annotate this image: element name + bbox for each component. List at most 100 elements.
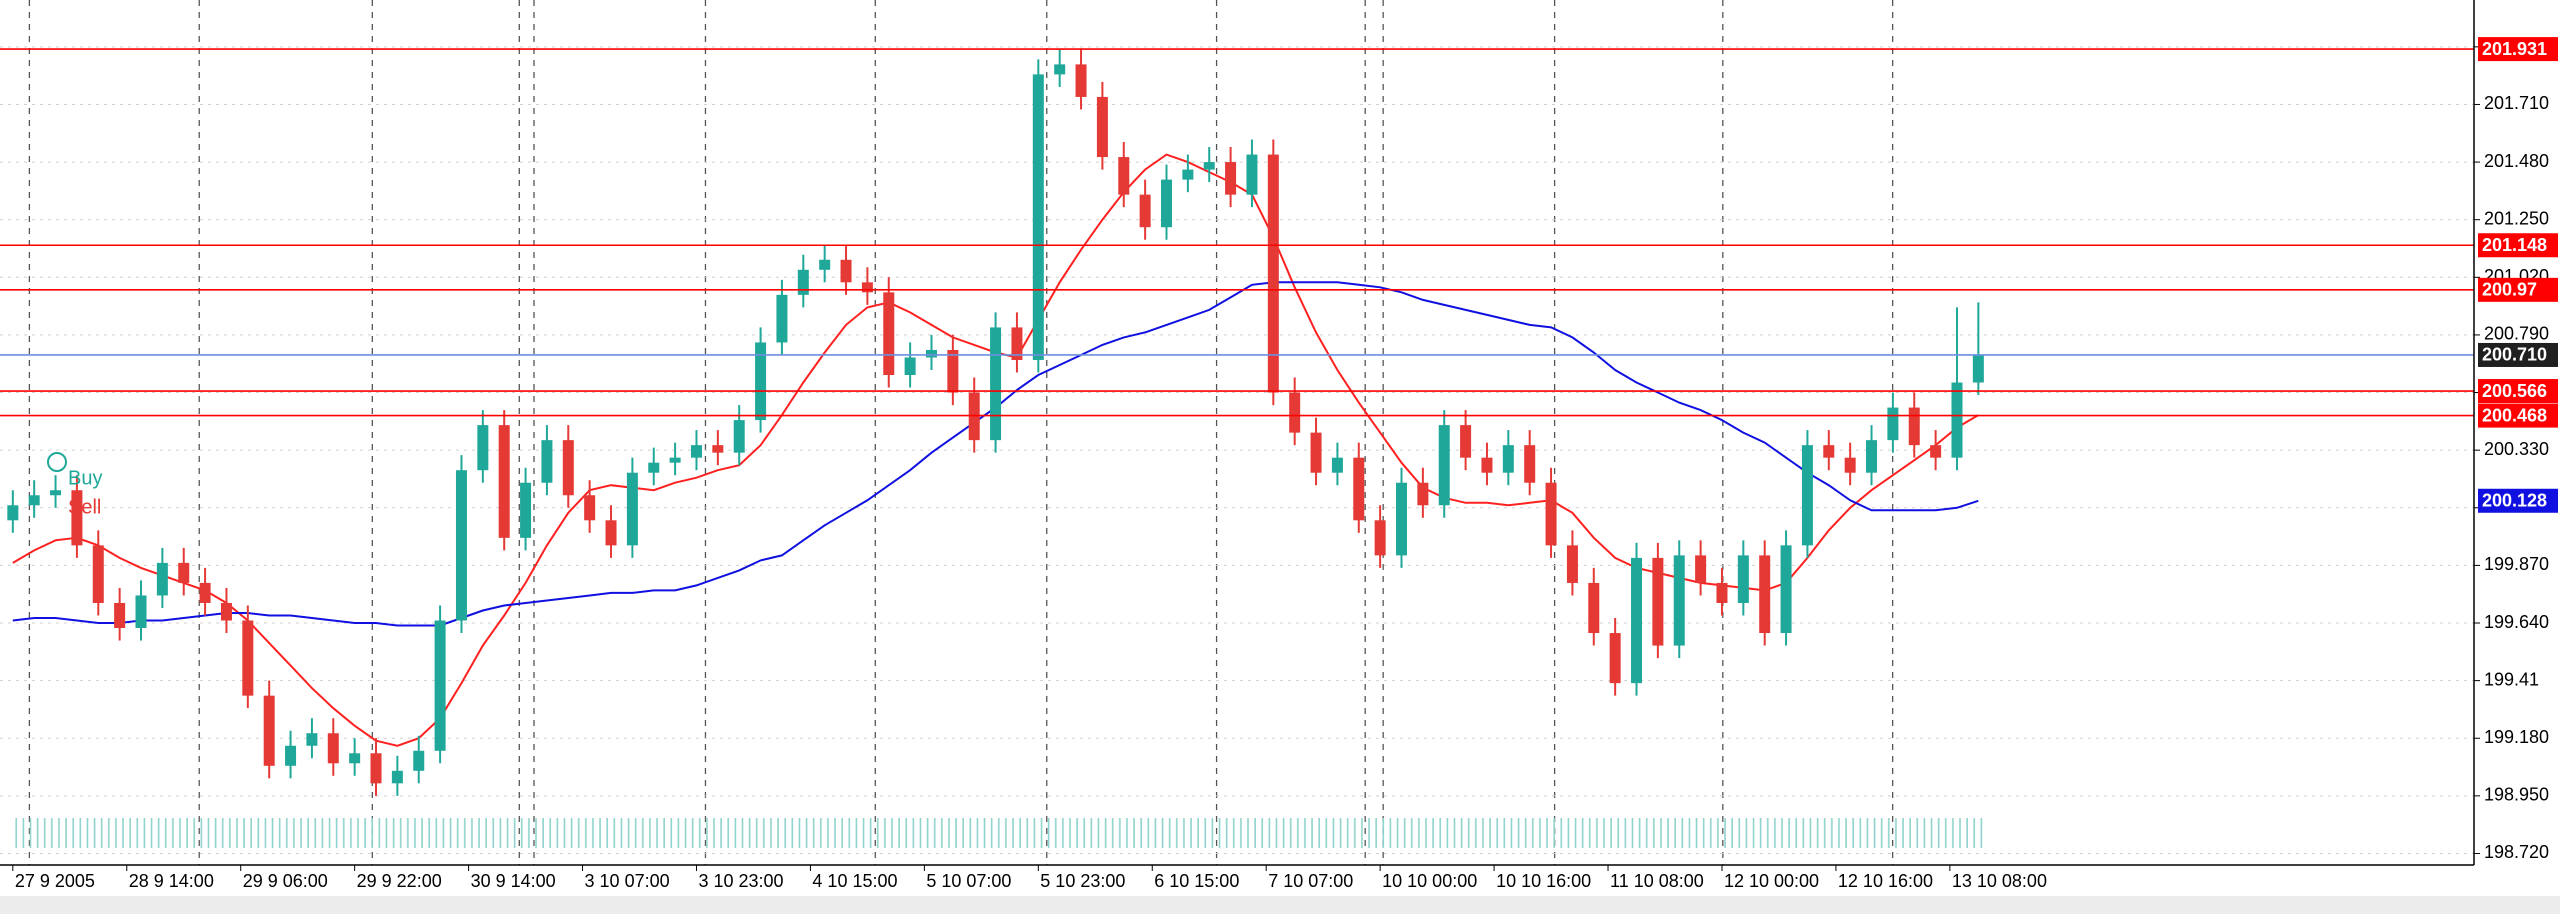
price-tag-label: 200.97 [2482,280,2537,300]
candle-body [498,425,510,538]
candle-body [135,595,147,629]
candle-body [1716,582,1728,603]
x-tick-label: 5 10 07:00 [926,871,1011,891]
candle-body [1481,457,1493,473]
candle-body [1866,440,1878,473]
y-tick-label: 199.180 [2484,727,2549,747]
y-tick-label: 199.870 [2484,554,2549,574]
x-tick-label: 10 10 00:00 [1382,871,1477,891]
candle-body [605,520,617,546]
candle-body [1844,457,1856,473]
candle-body [1246,154,1258,195]
candle-body [1289,392,1301,433]
candle-body [1759,555,1771,634]
candle-body [1032,74,1044,360]
candle-body [840,259,852,283]
candle-body [71,490,83,546]
x-tick-label: 30 9 14:00 [471,871,556,891]
candle-body [1182,169,1194,180]
candle-body [242,620,254,696]
x-tick-label: 29 9 06:00 [243,871,328,891]
candle-body [1502,445,1514,473]
candle-body [28,495,40,506]
candle-body [1075,64,1087,97]
candle-body [92,545,104,603]
candle-body [520,482,532,538]
y-tick-label: 199.640 [2484,612,2549,632]
candle-body [648,462,660,473]
x-tick-label: 6 10 15:00 [1154,871,1239,891]
candle-body [114,602,126,629]
candle-body [327,733,339,764]
ma-tag [2478,488,2558,513]
candle-body [178,562,190,583]
x-tick-label: 29 9 22:00 [357,871,442,891]
candle-body [1225,162,1237,195]
candle-body [199,582,211,603]
candle-body [1588,582,1600,634]
candle-body [7,505,19,521]
candle-body [755,342,767,421]
y-tick-label: 200.330 [2484,439,2549,459]
candle-body [1054,64,1066,75]
y-tick-label: 199.41 [2484,669,2539,689]
x-tick-label: 3 10 07:00 [585,871,670,891]
candle-body [819,259,831,270]
trade-annotation: Sell [68,496,101,518]
price-tag-label: 201.148 [2482,235,2547,255]
ma-tag-label: 200.128 [2482,491,2547,511]
candle-body [1096,96,1108,158]
candle-body [1524,445,1536,483]
candle-body [263,695,275,766]
candle-body [1310,432,1322,473]
price-tag [2478,379,2558,404]
candle-body [1673,555,1685,646]
candle-body [797,269,809,295]
candle-body [1930,445,1942,458]
candle-body [904,357,916,376]
candle-body [477,425,489,471]
candle-body [1631,557,1643,684]
price-tag-label: 200.468 [2482,405,2547,425]
candle-body [626,472,638,546]
x-tick-label: 28 9 14:00 [129,871,214,891]
candle-body [883,292,895,376]
candle-body [413,750,425,771]
candle-body [562,440,574,496]
x-tick-label: 4 10 15:00 [812,871,897,891]
price-tag-label: 200.710 [2482,345,2547,365]
candle-body [690,445,702,458]
x-tick-label: 7 10 07:00 [1268,871,1353,891]
candle-body [1460,425,1472,458]
price-tag-label: 201.931 [2482,39,2547,59]
candle-body [1396,482,1408,556]
candle-body [285,745,297,766]
x-tick-label: 13 10 08:00 [1952,871,2047,891]
candle-body [861,282,873,293]
y-tick-label: 201.710 [2484,93,2549,113]
plot-area [0,0,2474,865]
candle-body [1139,194,1151,228]
tab-bar [0,896,2560,914]
candle-body [1438,425,1450,506]
candle-body [50,490,62,496]
candle-body [1203,162,1215,170]
trade-annotation: Buy [68,467,102,489]
volume-strip [13,818,1987,848]
candle-body [391,770,403,784]
y-tick-label: 198.950 [2484,785,2549,805]
price-tag [2478,277,2558,302]
candle-body [584,495,596,521]
candle-body [349,753,361,764]
candle-body [1545,482,1557,546]
x-tick-label: 3 10 23:00 [698,871,783,891]
candle-body [1417,482,1429,506]
x-tick-label: 10 10 16:00 [1496,871,1591,891]
candle-body [1652,557,1664,646]
candle-body [455,470,467,621]
y-tick-label: 201.480 [2484,151,2549,171]
candle-body [1609,633,1621,684]
candle-body [1951,382,1963,458]
candle-body [1908,407,1920,446]
